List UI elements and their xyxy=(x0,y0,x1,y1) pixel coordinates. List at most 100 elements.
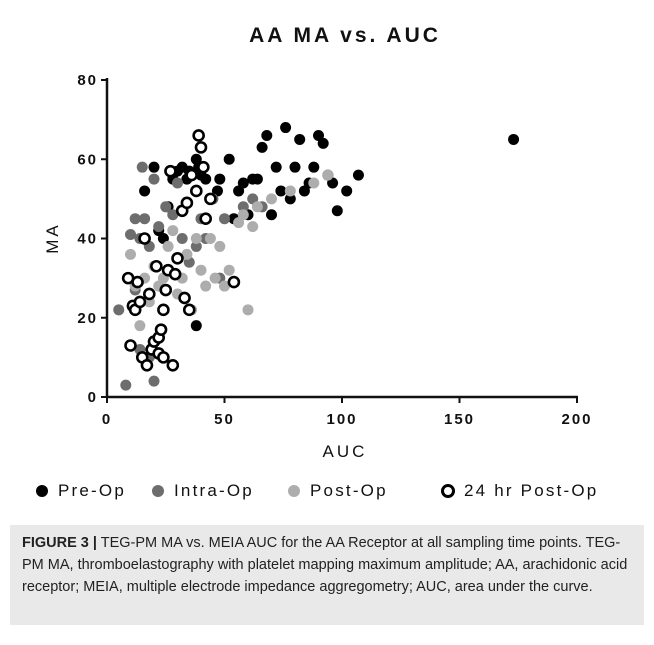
data-point xyxy=(322,169,334,181)
data-point xyxy=(134,320,146,332)
data-point xyxy=(178,291,191,305)
data-point xyxy=(157,303,170,317)
data-point xyxy=(136,161,148,173)
data-point xyxy=(148,161,160,173)
data-point xyxy=(133,295,147,309)
data-point xyxy=(185,168,198,182)
chart-panel xyxy=(10,10,644,525)
legend-marker xyxy=(152,485,164,497)
data-point xyxy=(166,358,180,372)
y-tick-label: 0 xyxy=(88,389,98,406)
data-point xyxy=(168,267,182,281)
legend-marker xyxy=(36,485,48,497)
data-point xyxy=(308,161,320,173)
data-point xyxy=(200,280,212,292)
data-point xyxy=(139,213,151,225)
data-point xyxy=(192,129,205,142)
axes: 0 20 40 60 80 0 50 100 150 200 xyxy=(77,72,592,428)
data-point xyxy=(237,209,249,221)
data-point xyxy=(251,201,263,213)
data-point xyxy=(167,225,179,237)
data-point xyxy=(223,264,235,276)
data-point xyxy=(233,217,245,229)
x-tick-label: 100 xyxy=(326,411,357,428)
data-point xyxy=(125,229,136,241)
legend: Pre-Op Intra-Op Post-Op 24 hr Post-Op xyxy=(36,481,598,500)
data-point xyxy=(270,161,282,173)
x-tick-label: 150 xyxy=(444,411,475,428)
caption-box xyxy=(10,525,644,625)
data-point xyxy=(164,164,177,178)
chart-title: AA MA vs. AUC xyxy=(249,24,441,47)
data-point xyxy=(209,272,221,284)
caption-text: TEG-PM MA vs. MEIA AUC for the AA Recept… xyxy=(22,535,628,595)
data-point xyxy=(162,240,174,252)
data-point xyxy=(138,232,151,245)
data-point xyxy=(148,173,160,185)
data-point xyxy=(219,213,230,225)
data-point xyxy=(157,233,169,244)
y-tick-label: 40 xyxy=(77,231,98,248)
y-tick-label: 60 xyxy=(77,151,98,168)
data-point xyxy=(242,304,254,316)
data-point xyxy=(176,233,188,244)
data-point xyxy=(223,153,235,165)
data-point xyxy=(199,212,212,225)
data-point xyxy=(194,141,208,154)
data-point xyxy=(190,233,202,244)
data-point xyxy=(195,264,207,276)
data-point xyxy=(190,320,202,332)
data-point xyxy=(180,196,194,210)
legend-marker xyxy=(288,485,300,497)
data-point xyxy=(204,192,217,206)
data-point xyxy=(190,184,203,198)
data-point xyxy=(153,221,165,233)
x-tick-label: 50 xyxy=(214,411,235,428)
x-tick-label: 200 xyxy=(561,411,592,428)
data-point xyxy=(182,303,196,317)
data-point xyxy=(143,287,156,301)
x-tick-label: 0 xyxy=(102,411,112,428)
data-point xyxy=(167,209,179,221)
data-point xyxy=(284,193,296,205)
data-point xyxy=(341,185,353,197)
data-point xyxy=(327,177,339,189)
figure-caption: FIGURE 3 | TEG-PM MA vs. MEIA AUC for th… xyxy=(22,532,634,598)
legend-label: 24 hr Post-Op xyxy=(464,481,598,500)
data-point xyxy=(266,193,277,205)
data-point xyxy=(247,221,259,233)
data-point xyxy=(160,201,172,213)
data-point xyxy=(148,375,160,387)
data-point xyxy=(204,233,216,244)
y-tick-label: 80 xyxy=(77,72,98,89)
data-point xyxy=(172,177,183,189)
data-point xyxy=(131,275,144,289)
y-tick-label: 20 xyxy=(77,310,98,327)
data-point xyxy=(261,129,273,141)
legend-label: Pre-Op xyxy=(58,481,126,500)
data-point xyxy=(120,379,132,391)
data-point xyxy=(140,358,154,372)
legend-label: Intra-Op xyxy=(174,481,254,500)
legend-marker xyxy=(441,484,455,498)
data-point xyxy=(197,160,210,174)
data-point xyxy=(284,185,296,197)
data-point xyxy=(294,133,306,145)
data-point xyxy=(237,177,249,189)
data-point xyxy=(256,141,268,153)
data-point xyxy=(508,133,520,145)
data-point xyxy=(331,205,343,217)
y-axis-label: MA xyxy=(43,222,62,254)
data-point xyxy=(247,193,259,205)
data-point xyxy=(154,323,168,336)
data-point xyxy=(200,173,212,185)
data-point xyxy=(129,213,141,225)
data-point xyxy=(313,129,324,141)
data-point xyxy=(211,185,223,197)
data-point xyxy=(352,169,364,181)
data-point xyxy=(124,339,137,352)
data-point xyxy=(159,283,173,297)
data-points xyxy=(113,122,520,391)
data-point xyxy=(214,173,226,185)
